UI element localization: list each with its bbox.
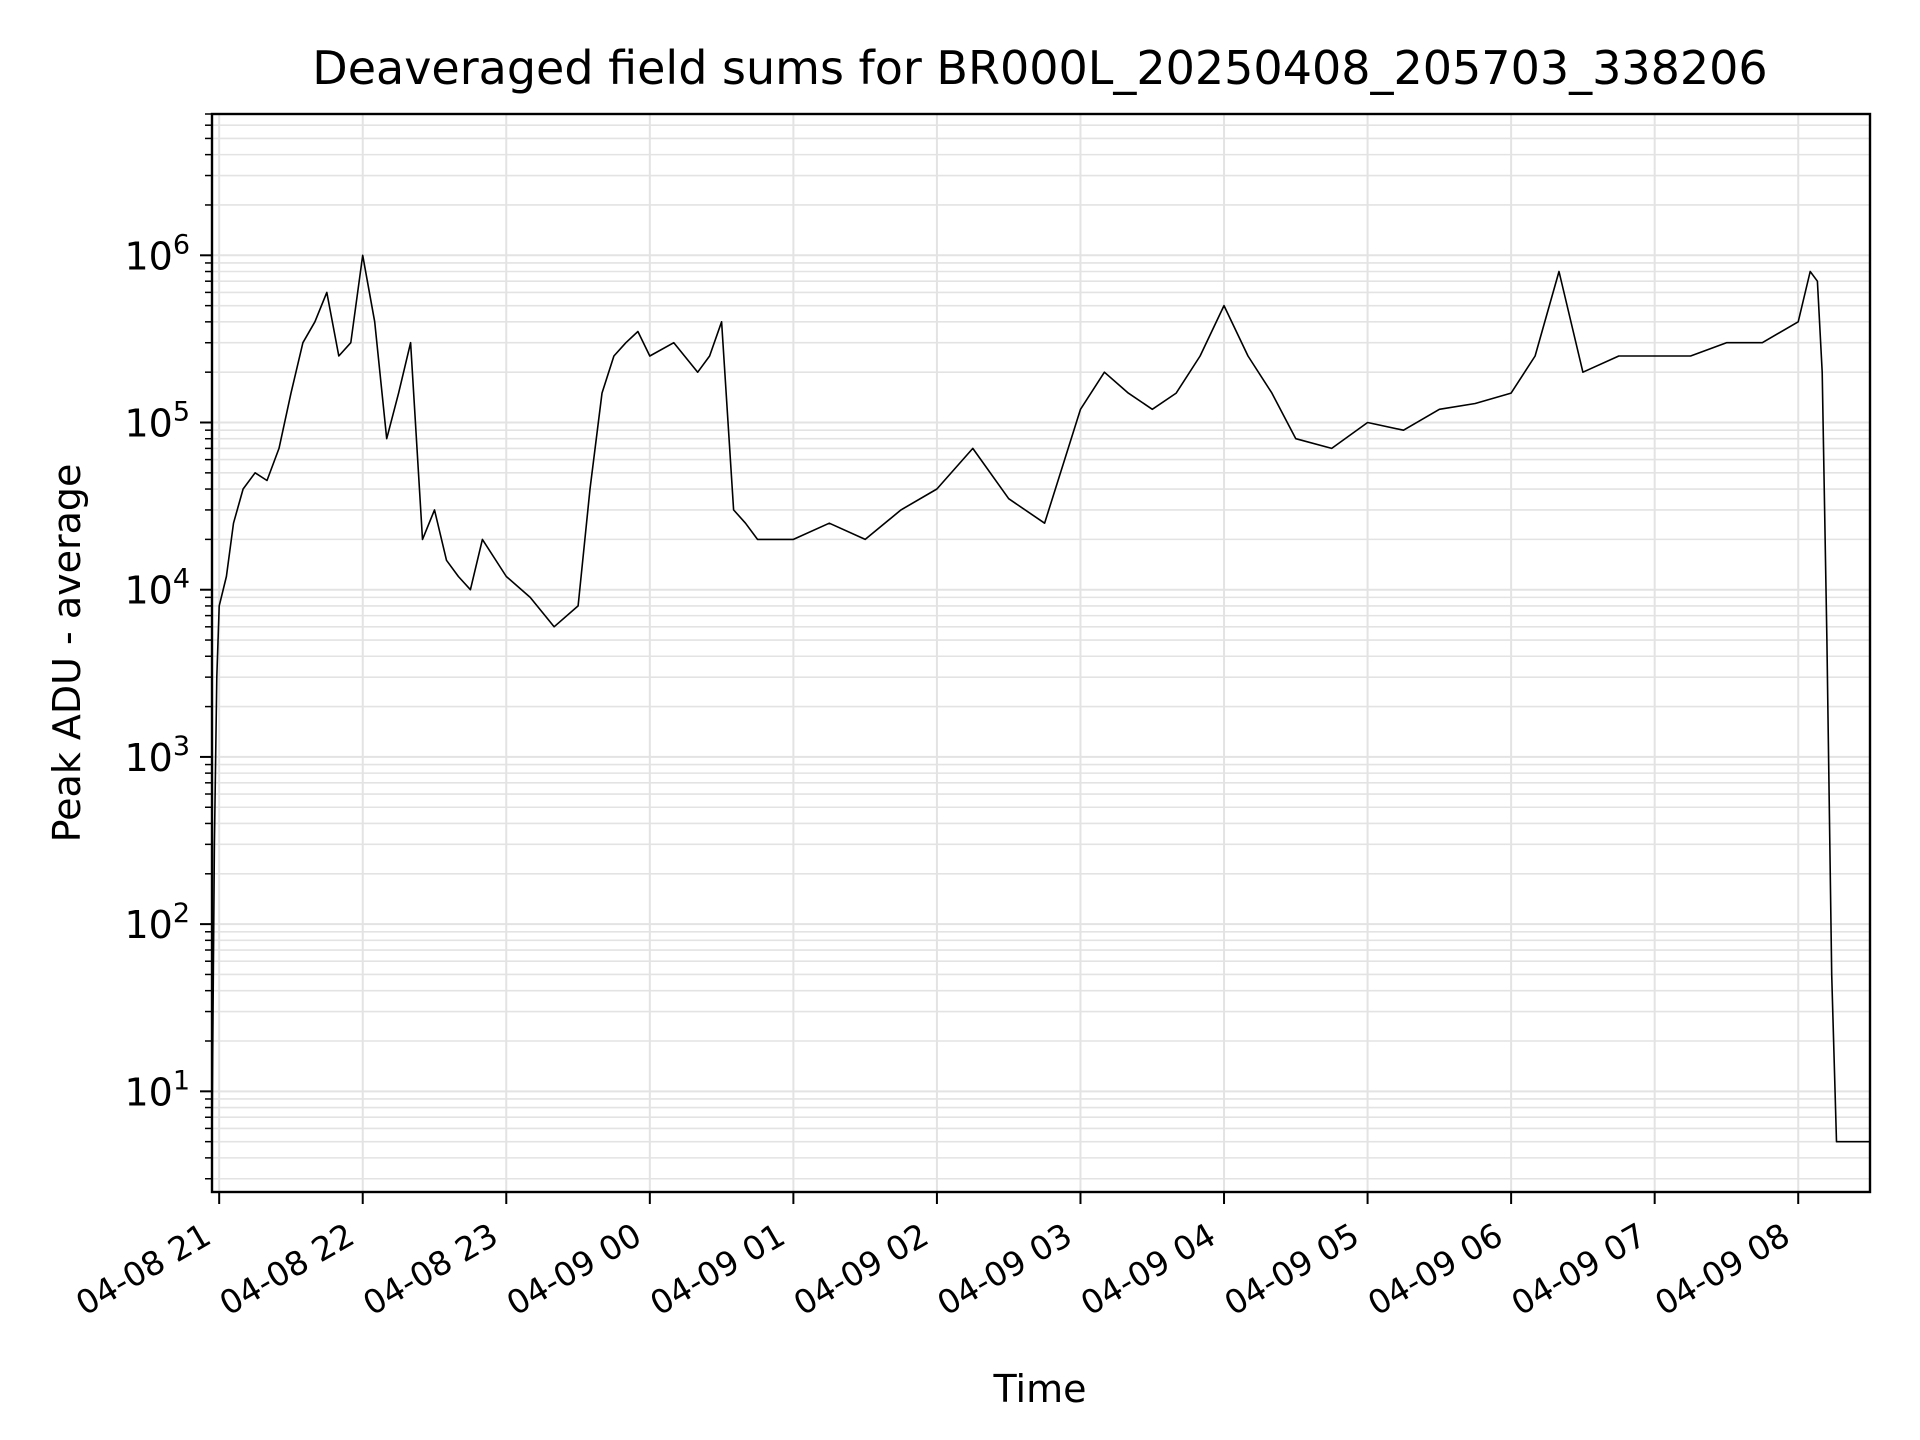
y-tick-label: 106 [124,229,190,278]
y-tick-label: 103 [124,731,190,780]
plot-frame [210,112,1872,1194]
y-tick-label: 102 [124,898,190,947]
y-tick-label: 101 [124,1065,190,1114]
y-tick-labels: 101 102 103 104 105 106 [124,229,190,1114]
y-tick-label: 105 [124,397,190,446]
grid-lines [212,113,1870,1192]
axis-ticks [200,113,1800,1204]
y-axis-label: Peak ADU - average [45,464,89,843]
series-line [211,254,1870,1143]
series-polyline [211,254,1870,1143]
chart-title: Deaveraged field sums for BR000L_2025040… [312,41,1767,95]
x-axis-label: Time [993,1367,1087,1411]
y-tick-label: 104 [124,564,190,613]
